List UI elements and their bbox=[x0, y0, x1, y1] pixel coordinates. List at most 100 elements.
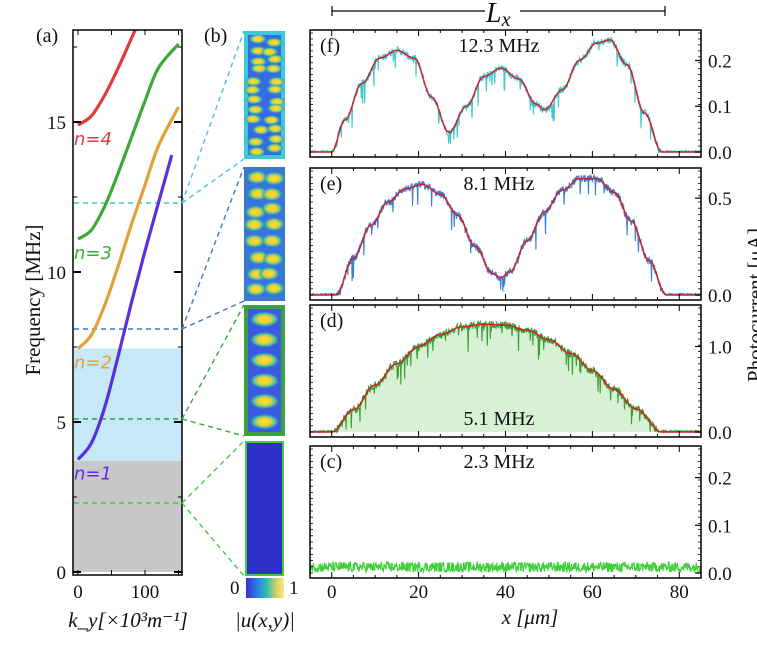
mode-blob bbox=[251, 124, 270, 135]
a-bands bbox=[73, 348, 182, 572]
connector-bottom-5.1 bbox=[181, 418, 245, 437]
panel-c-ytick-label: 0.2 bbox=[708, 469, 732, 490]
mode-blob bbox=[262, 252, 285, 267]
a-curve-n=3 bbox=[77, 42, 180, 241]
connector-bottom-8.1 bbox=[181, 300, 245, 330]
a-marker-lines bbox=[74, 202, 182, 504]
mode-blob bbox=[245, 94, 264, 105]
mode-blob bbox=[243, 114, 262, 125]
panel-c-plot-area bbox=[310, 560, 701, 575]
panel-d-label: (d) bbox=[320, 310, 343, 332]
panel-c-xtick-label: 20 bbox=[409, 582, 428, 603]
panel-c-data-line bbox=[310, 560, 701, 575]
panel-c-xtick-label: 0 bbox=[327, 582, 337, 603]
panel-e-fit-line bbox=[310, 178, 701, 296]
mode-blob bbox=[262, 115, 281, 126]
c-x-axis-title: x [μm] bbox=[501, 605, 559, 629]
panel-e-frequency-label: 8.1 MHz bbox=[463, 173, 534, 195]
mode-blob bbox=[246, 104, 265, 115]
panel-c-label: (c) bbox=[320, 451, 342, 473]
panel-e-label: (e) bbox=[320, 173, 342, 195]
b-image-12.3mhz-blobs bbox=[243, 34, 286, 157]
mode-blob bbox=[243, 233, 266, 248]
mode-blob bbox=[247, 146, 266, 157]
connector-top-5.1 bbox=[181, 304, 245, 420]
photocurrent-panels: 0.0 0.1 0.2 (f) 12.3 MHz 0.0 0.5 (e) 8.1 MHz 0.0 1… bbox=[309, 29, 732, 603]
b-panel-label: (b) bbox=[204, 25, 227, 47]
panel-f-ytick-label: 0.0 bbox=[708, 143, 732, 164]
a-curves bbox=[76, 30, 180, 461]
panel-d-ytick-label: 0.0 bbox=[708, 423, 732, 444]
mode-blob bbox=[243, 217, 266, 232]
a-x-axis-title: k_y[×10³m⁻¹] bbox=[68, 608, 188, 632]
a-xtick-label: 100 bbox=[131, 582, 160, 603]
mode-blob bbox=[245, 170, 268, 185]
a-curve-n=2 bbox=[76, 106, 180, 350]
panel-f-ytick-label: 0.2 bbox=[708, 51, 732, 72]
mode-blob bbox=[249, 331, 280, 348]
panel-d-frequency-label: 5.1 MHz bbox=[463, 408, 534, 430]
connector-top-8.1 bbox=[181, 166, 245, 330]
panel-c-xtick-label: 80 bbox=[670, 582, 689, 603]
mode-blob bbox=[263, 281, 286, 296]
a-ytick-label: 10 bbox=[47, 263, 66, 284]
a-ytick-label: 0 bbox=[57, 563, 67, 584]
mode-blob bbox=[244, 76, 263, 87]
colorbar bbox=[246, 578, 284, 598]
lx-label: Lx bbox=[485, 0, 511, 31]
a-y-axis-title: Frequency [MHz] bbox=[21, 224, 45, 375]
mode-blob bbox=[261, 201, 284, 216]
a-mode-label-n=4: n=4 bbox=[74, 129, 112, 150]
b-image-8.1mhz-blobs bbox=[243, 170, 286, 297]
panel-f-ytick-label: 0.1 bbox=[708, 97, 732, 118]
a-xtick-label: 0 bbox=[73, 582, 83, 603]
b-image-5.1mhz bbox=[248, 309, 281, 432]
a-mode-label-n=3: n=3 bbox=[74, 243, 112, 264]
panel-e-ytick-label: 0.5 bbox=[708, 189, 732, 210]
mode-blob bbox=[260, 187, 283, 202]
connector-bottom-2.3 bbox=[181, 502, 245, 577]
a-frame bbox=[72, 29, 183, 576]
mode-blob bbox=[263, 217, 286, 232]
panel-f-label: (f) bbox=[320, 35, 340, 57]
lx-scale-bar: Lx bbox=[331, 0, 666, 31]
mode-blob bbox=[265, 143, 284, 154]
connector-bottom-12.3 bbox=[181, 158, 245, 204]
mode-blob bbox=[250, 63, 269, 74]
a-curve-n=1 bbox=[76, 154, 174, 461]
mode-blob bbox=[249, 311, 280, 328]
panel-e-plot-area bbox=[310, 173, 701, 297]
panel-b-mode-profiles: (b) bbox=[204, 25, 299, 632]
mode-blob bbox=[266, 103, 285, 114]
panel-e-ytick-label: 0.0 bbox=[708, 286, 732, 307]
panel-c-ytick-label: 0.1 bbox=[708, 516, 732, 537]
mode-blob bbox=[249, 352, 280, 369]
panel-e: 0.0 0.5 (e) 8.1 MHz bbox=[309, 167, 732, 307]
panel-f-frequency-label: 12.3 MHz bbox=[458, 35, 539, 57]
mode-blob bbox=[265, 37, 284, 48]
mode-blob bbox=[244, 282, 267, 297]
mode-blob bbox=[263, 171, 286, 186]
mode-blob bbox=[248, 34, 267, 45]
a-mode-label-n=1: n=1 bbox=[74, 464, 112, 485]
panel-a-dispersion: 0 5 10 15 0 100 (a) Frequency [MHz] k_y[×10³m… bbox=[21, 25, 188, 632]
panel-d-ytick-label: 1.0 bbox=[708, 337, 732, 358]
mode-blob bbox=[266, 84, 285, 95]
mode-blob bbox=[266, 134, 285, 145]
mode-blob bbox=[266, 54, 285, 65]
mode-blob bbox=[249, 393, 280, 410]
mode-blob bbox=[249, 372, 280, 389]
a-ytick-label: 5 bbox=[57, 413, 67, 434]
b-image-5.1mhz-blobs bbox=[249, 311, 280, 430]
mode-blob bbox=[249, 413, 280, 430]
mode-blob bbox=[243, 84, 262, 95]
mode-blob bbox=[267, 76, 286, 87]
mode-blob bbox=[257, 266, 280, 281]
panel-d-plot-area bbox=[310, 319, 701, 435]
connector-top-12.3 bbox=[181, 30, 245, 204]
panel-f-plot-area bbox=[310, 35, 701, 154]
a-ticks: 0 5 10 15 0 100 bbox=[47, 30, 182, 603]
panel-f: 0.0 0.1 0.2 (f) 12.3 MHz bbox=[309, 29, 732, 164]
mode-blob bbox=[261, 233, 284, 248]
